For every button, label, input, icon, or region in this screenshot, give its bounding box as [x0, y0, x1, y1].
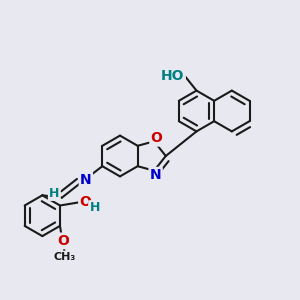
Text: O: O — [57, 234, 69, 248]
Text: N: N — [150, 168, 161, 182]
Text: H: H — [49, 187, 59, 200]
Text: HO: HO — [161, 69, 184, 82]
Text: CH₃: CH₃ — [53, 252, 76, 262]
Text: O: O — [151, 131, 163, 145]
Text: H: H — [89, 201, 100, 214]
Text: N: N — [80, 173, 92, 187]
Text: O: O — [80, 196, 92, 209]
